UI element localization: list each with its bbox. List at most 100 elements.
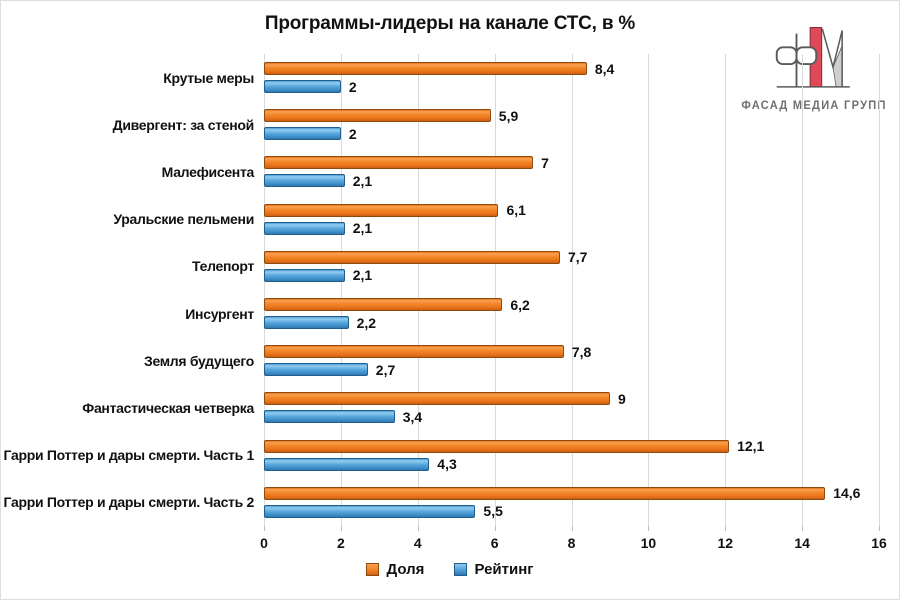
value-label: 12,1 bbox=[737, 438, 765, 455]
x-gridline bbox=[725, 54, 727, 526]
rating-bar bbox=[264, 80, 341, 94]
bar-line: 3,4 bbox=[264, 408, 879, 425]
value-label: 2,2 bbox=[356, 314, 377, 331]
value-label: 5,5 bbox=[483, 503, 503, 520]
rating-bar bbox=[264, 268, 345, 282]
bar-group: 9 3,4 bbox=[264, 384, 879, 431]
x-gridline bbox=[417, 54, 419, 526]
company-logo: ФАСАД МЕДИА ГРУПП bbox=[735, 23, 893, 112]
value-label: 2,1 bbox=[352, 220, 373, 237]
legend: Доля Рейтинг bbox=[1, 561, 899, 578]
x-tick-mark bbox=[802, 526, 804, 531]
category-label: Телепорт bbox=[192, 258, 254, 275]
category-label: Фантастическая четверка bbox=[82, 400, 254, 417]
x-gridline bbox=[802, 54, 804, 526]
rating-bar bbox=[264, 504, 476, 518]
x-tick-mark bbox=[879, 526, 880, 531]
bar-line: 2,1 bbox=[264, 172, 879, 189]
value-label: 4,3 bbox=[437, 456, 457, 473]
category-label: Малефисента bbox=[161, 164, 255, 180]
bar-line: 2 bbox=[264, 78, 879, 95]
bar-line: 2,1 bbox=[264, 220, 879, 237]
rating-legend-swatch bbox=[454, 563, 468, 576]
value-label: 7,8 bbox=[571, 343, 592, 360]
bar-line: 2,7 bbox=[264, 361, 879, 378]
value-label: 9 bbox=[617, 390, 626, 407]
bar-group: 6,1 2,1 bbox=[264, 196, 879, 243]
share-bar bbox=[264, 486, 826, 500]
value-label: 14,6 bbox=[833, 485, 861, 502]
x-tick-mark bbox=[571, 526, 573, 531]
x-tick-mark bbox=[417, 526, 419, 531]
x-tick-mark bbox=[648, 526, 650, 531]
bar-line: 7,8 bbox=[264, 343, 879, 360]
x-tick-label: 16 bbox=[871, 535, 887, 551]
x-tick-mark bbox=[264, 526, 265, 531]
bar-group: 8,4 2 bbox=[264, 54, 879, 101]
x-gridline bbox=[340, 54, 342, 526]
chart-title: Программы-лидеры на канале СТС, в % bbox=[264, 13, 636, 34]
x-tick-label: 0 bbox=[260, 535, 268, 551]
category-label: Инсургент bbox=[185, 305, 254, 322]
x-tick-label: 2 bbox=[336, 535, 345, 551]
bar-line: 4,3 bbox=[264, 456, 879, 473]
value-label: 2,1 bbox=[352, 172, 373, 189]
x-tick-label: 14 bbox=[794, 535, 810, 551]
rating-legend-label: Рейтинг bbox=[474, 561, 534, 578]
bar-line: 2,2 bbox=[264, 314, 879, 331]
bar-group: 7 2,1 bbox=[264, 148, 879, 195]
category-label: Крутые меры bbox=[163, 69, 254, 86]
bar-line: 5,5 bbox=[264, 503, 879, 520]
share-bar bbox=[264, 439, 730, 453]
share-legend-label: Доля bbox=[386, 561, 425, 578]
x-gridline bbox=[494, 54, 496, 526]
rating-bar bbox=[264, 174, 345, 188]
share-bar bbox=[264, 109, 491, 123]
rating-bar bbox=[264, 221, 345, 235]
value-label: 2,7 bbox=[375, 361, 396, 378]
value-label: 2 bbox=[348, 78, 357, 95]
x-tick-label: 4 bbox=[413, 535, 422, 551]
share-bar bbox=[264, 250, 560, 264]
x-gridline bbox=[879, 54, 880, 526]
x-tick-label: 10 bbox=[640, 535, 657, 551]
bar-line: 6,2 bbox=[264, 296, 879, 313]
share-bar bbox=[264, 62, 587, 76]
value-label: 5,9 bbox=[498, 107, 519, 124]
value-label: 2 bbox=[348, 125, 357, 142]
share-bar bbox=[264, 156, 534, 170]
legend-item-share: Доля bbox=[366, 561, 424, 578]
value-label: 7 bbox=[541, 154, 549, 171]
category-label: Уральские пельмени bbox=[113, 211, 254, 228]
bar-line: 14,6 bbox=[264, 485, 879, 502]
share-legend-swatch bbox=[366, 563, 380, 576]
company-logo-text: ФАСАД МЕДИА ГРУПП bbox=[741, 98, 887, 112]
category-label: Земля будущего bbox=[143, 352, 254, 369]
share-bar bbox=[264, 392, 610, 406]
x-tick-mark bbox=[494, 526, 496, 531]
bar-line: 7,7 bbox=[264, 249, 879, 266]
category-label: Гарри Поттер и дары смерти. Часть 1 bbox=[3, 447, 255, 464]
x-tick-label: 8 bbox=[567, 535, 576, 551]
bar-group: 12,1 4,3 bbox=[264, 432, 879, 479]
x-axis: 0 2 4 6 8 10 12 14 16 bbox=[260, 526, 887, 560]
category-label: Дивергент: за стеной bbox=[112, 116, 255, 133]
value-label: 6,2 bbox=[510, 296, 530, 313]
bar-line: 2,1 bbox=[264, 267, 879, 284]
value-label: 6,1 bbox=[506, 202, 526, 219]
value-label: 7,7 bbox=[567, 249, 588, 266]
value-label: 3,4 bbox=[402, 408, 423, 425]
x-gridline bbox=[571, 54, 573, 526]
share-bar bbox=[264, 298, 503, 312]
legend-item-rating: Рейтинг bbox=[454, 561, 534, 578]
plot-area: 8,4 2 5,9 2 7 2,1 6,1 2,1 7,7 2,1 6,2 2,2 7,8 2,7 9 3,4… bbox=[264, 54, 880, 526]
value-label: 2,1 bbox=[352, 267, 373, 284]
x-gridline bbox=[264, 54, 265, 526]
rating-bar bbox=[264, 127, 341, 141]
bar-group: 7,7 2,1 bbox=[264, 243, 879, 290]
x-tick-label: 12 bbox=[717, 535, 734, 551]
bar-group: 7,8 2,7 bbox=[264, 337, 879, 384]
rating-bar bbox=[264, 316, 349, 330]
share-bar bbox=[264, 345, 564, 359]
